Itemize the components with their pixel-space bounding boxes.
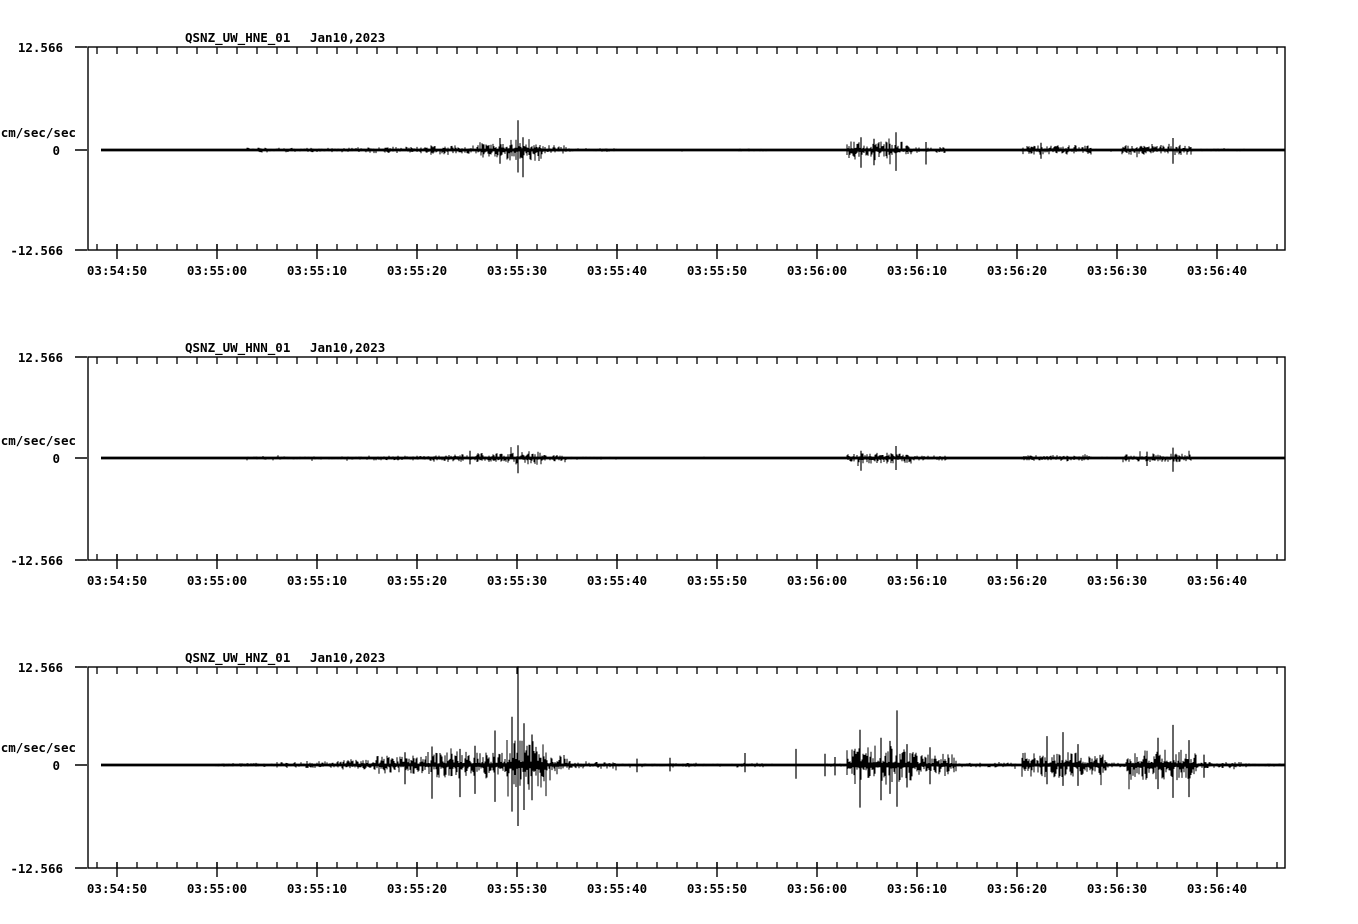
y-units-label: cm/sec/sec [1, 740, 76, 755]
bottom-axis-minor-ticks [96, 244, 1278, 250]
time-label: 03:55:50 [687, 573, 747, 588]
bottom-axis-minor-ticks [96, 554, 1278, 560]
time-label: 03:56:30 [1087, 881, 1147, 896]
time-label: 03:56:40 [1187, 573, 1247, 588]
time-label: 03:55:10 [287, 881, 347, 896]
y-zero-label: 0 [52, 758, 60, 773]
time-label: 03:56:20 [987, 881, 1047, 896]
plot-frame [87, 666, 1286, 869]
time-label: 03:55:10 [287, 573, 347, 588]
bottom-axis-major-ticks [116, 862, 1218, 877]
time-label: 03:55:40 [587, 881, 647, 896]
time-label: 03:54:50 [87, 263, 147, 278]
waveform-trace-noise [246, 447, 1239, 466]
y-units-label: cm/sec/sec [1, 433, 76, 448]
panel-title-station: QSNZ_UW_HNZ_01 [185, 650, 290, 666]
time-label: 03:55:50 [687, 881, 747, 896]
bottom-axis-major-ticks [116, 244, 1218, 259]
time-label: 03:54:50 [87, 881, 147, 896]
time-label: 03:56:40 [1187, 263, 1247, 278]
seismogram-panel-qsnz_uw_hnn_01: QSNZ_UW_HNN_01 Jan10,2023 12.566 cm/sec/sec… [1, 340, 1286, 588]
top-axis-ticks [96, 47, 1278, 54]
time-label: 03:56:10 [887, 263, 947, 278]
waveform-spikes [404, 666, 1205, 826]
time-label: 03:55:20 [387, 263, 447, 278]
waveform-trace-noise [154, 740, 1285, 797]
time-label: 03:56:30 [1087, 263, 1147, 278]
time-label: 03:56:30 [1087, 573, 1147, 588]
panel-title-date: Jan10,2023 [310, 30, 385, 45]
panel-title-date: Jan10,2023 [310, 650, 385, 665]
y-max-label: 12.566 [18, 40, 63, 55]
time-label: 03:54:50 [87, 573, 147, 588]
top-axis-ticks [96, 357, 1278, 364]
time-label: 03:55:00 [187, 263, 247, 278]
y-axis-ticks [75, 46, 87, 251]
plot-frame [87, 46, 1286, 251]
y-zero-label: 0 [52, 143, 60, 158]
time-label: 03:56:00 [787, 263, 847, 278]
top-axis-ticks [96, 667, 1278, 674]
time-label: 03:55:00 [187, 881, 247, 896]
panel-title-station: QSNZ_UW_HNE_01 [185, 30, 290, 46]
y-zero-label: 0 [52, 451, 60, 466]
seismogram-panel-qsnz_uw_hnz_01: QSNZ_UW_HNZ_01 Jan10,2023 12.566 cm/sec/sec… [1, 650, 1286, 896]
y-max-label: 12.566 [18, 660, 63, 675]
time-label: 03:55:30 [487, 573, 547, 588]
time-label: 03:55:20 [387, 573, 447, 588]
time-label: 03:56:20 [987, 573, 1047, 588]
time-label: 03:56:10 [887, 881, 947, 896]
time-label: 03:55:20 [387, 881, 447, 896]
bottom-axis-major-ticks [116, 554, 1218, 569]
seismogram-panel-qsnz_uw_hne_01: QSNZ_UW_HNE_01 Jan10,2023 12.566 cm/sec/sec… [1, 30, 1286, 278]
time-label: 03:55:50 [687, 263, 747, 278]
time-label: 03:55:40 [587, 573, 647, 588]
time-label: 03:55:00 [187, 573, 247, 588]
time-label: 03:55:30 [487, 263, 547, 278]
time-label: 03:55:10 [287, 263, 347, 278]
time-label: 03:55:30 [487, 881, 547, 896]
time-label: 03:55:40 [587, 263, 647, 278]
time-label: 03:56:40 [1187, 881, 1247, 896]
y-min-label: -12.566 [10, 861, 63, 876]
time-label: 03:56:00 [787, 573, 847, 588]
bottom-axis-minor-ticks [96, 862, 1278, 868]
y-units-label: cm/sec/sec [1, 125, 76, 140]
panel-title-date: Jan10,2023 [310, 340, 385, 355]
y-min-label: -12.566 [10, 243, 63, 258]
time-label: 03:56:20 [987, 263, 1047, 278]
y-max-label: 12.566 [18, 350, 63, 365]
panel-title-station: QSNZ_UW_HNN_01 [185, 340, 290, 356]
time-label: 03:56:00 [787, 881, 847, 896]
y-axis-ticks [75, 666, 87, 869]
y-axis-ticks [75, 356, 87, 561]
time-label: 03:56:10 [887, 573, 947, 588]
y-min-label: -12.566 [10, 553, 63, 568]
